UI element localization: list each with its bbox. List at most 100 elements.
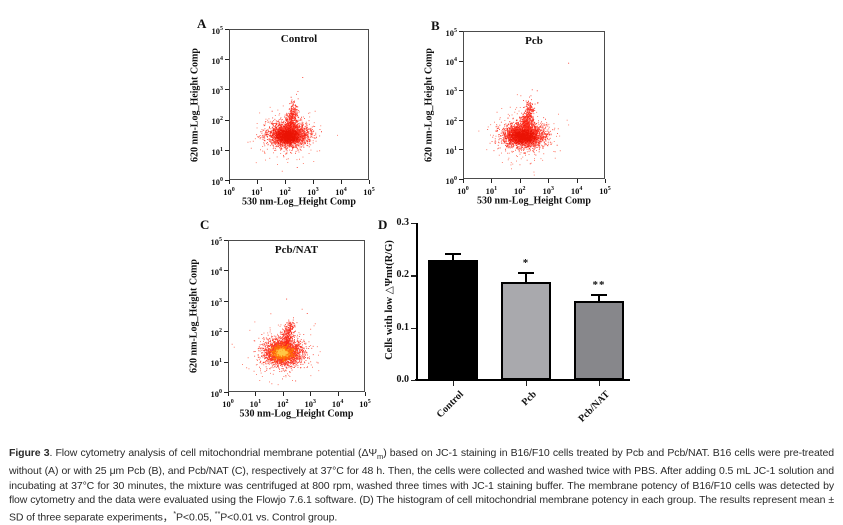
x-tick-label: 103 xyxy=(298,397,322,409)
bar-y-tick-label: 0.1 xyxy=(396,321,410,333)
caption-segment: * xyxy=(173,508,177,518)
y-axis-tick xyxy=(225,119,229,121)
error-bar-line xyxy=(525,271,527,283)
scatter-plot-frame xyxy=(228,240,365,392)
y-axis-tick xyxy=(459,149,463,151)
x-tick-label: 104 xyxy=(565,184,589,196)
x-axis-tick xyxy=(576,179,578,183)
y-axis-tick xyxy=(225,149,229,151)
log-tick-label: 104 xyxy=(445,57,458,68)
log-tick-label: 104 xyxy=(210,267,223,278)
log-tick-label: 105 xyxy=(211,25,224,36)
log-tick-label: 100 xyxy=(445,175,458,186)
log-tick-label: 105 xyxy=(210,236,223,247)
scatter-plot-frame xyxy=(463,31,605,179)
figure-caption: Figure 3. Flow cytometry analysis of cel… xyxy=(9,446,834,525)
y-tick-label: 104 xyxy=(436,56,458,68)
scatter-points xyxy=(478,62,570,176)
log-tick-label: 103 xyxy=(210,297,223,308)
log-tick-label: 100 xyxy=(457,185,469,196)
y-tick-label: 101 xyxy=(201,357,223,368)
bar-x-axis-line xyxy=(415,379,630,381)
log-tick-label: 105 xyxy=(445,27,458,38)
x-axis-tick xyxy=(313,180,314,184)
log-tick-label: 104 xyxy=(211,56,224,67)
log-tick-label: 100 xyxy=(223,186,235,197)
x-axis-tick xyxy=(228,392,229,396)
x-tick-label: 104 xyxy=(326,397,350,409)
scatter-points xyxy=(247,77,338,172)
x-axis-title: 530 nm-Log_Height Comp xyxy=(477,195,591,207)
log-tick-label: 104 xyxy=(331,398,344,409)
bar-y-axis-title: Cells with low △Ψmt(R/G) xyxy=(384,240,395,360)
category-label: Pcb/NAT xyxy=(576,389,612,425)
x-tick-label: 103 xyxy=(536,184,560,196)
y-tick-label: 104 xyxy=(201,265,223,278)
x-tick-label: 102 xyxy=(273,185,297,197)
x-axis-tick xyxy=(463,179,464,183)
y-axis-tick xyxy=(459,31,463,32)
error-bar-cap xyxy=(518,271,534,274)
x-axis-tick xyxy=(229,180,230,184)
y-tick-label: 105 xyxy=(201,235,223,247)
y-axis-title: 620 nm-Log_Height Comp xyxy=(423,48,435,162)
y-tick-label: 100 xyxy=(436,174,458,186)
bar-y-tick xyxy=(411,223,416,225)
panel-letter-d: D xyxy=(378,217,388,232)
y-axis-tick xyxy=(224,270,228,272)
log-tick-label: 102 xyxy=(279,186,291,197)
bar-x-tick xyxy=(453,381,455,386)
y-tick-label: 105 xyxy=(436,26,458,38)
x-axis-tick xyxy=(491,179,493,183)
caption-segment: P<0.01 vs. Control group. xyxy=(220,511,338,524)
y-tick-label: 102 xyxy=(201,326,223,338)
log-tick-label: 105 xyxy=(359,398,371,409)
x-axis-tick xyxy=(365,392,366,396)
y-tick-label: 102 xyxy=(202,115,224,126)
y-axis-tick xyxy=(459,119,463,121)
bar-y-axis-line xyxy=(416,223,418,381)
y-axis-tick xyxy=(459,90,463,92)
y-axis-tick xyxy=(224,331,228,333)
bar-y-tick xyxy=(411,275,416,277)
x-tick-label: 105 xyxy=(357,185,381,197)
bar-x-tick xyxy=(526,381,528,386)
y-tick-label: 104 xyxy=(202,54,224,67)
log-tick-label: 101 xyxy=(485,185,498,196)
caption-segment: P<0.05, xyxy=(176,511,215,524)
figure-panels: A Control 100 100 101 101 102 102 103 103 104 104 10… xyxy=(188,16,630,425)
log-tick-label: 101 xyxy=(249,398,262,409)
plot-title: Pcb/NAT xyxy=(274,244,319,256)
log-tick-label: 103 xyxy=(445,87,458,98)
x-axis-tick xyxy=(605,179,606,183)
y-axis-tick xyxy=(224,392,228,393)
x-tick-label: 100 xyxy=(451,184,475,196)
x-tick-label: 101 xyxy=(479,184,503,196)
x-tick-label: 105 xyxy=(593,184,617,196)
y-axis-tick xyxy=(224,240,228,241)
y-axis-title: 620 nm-Log_Height Comp xyxy=(188,259,200,373)
y-axis-title: 620 nm-Log_Height Comp xyxy=(189,47,201,162)
log-tick-label: 105 xyxy=(363,186,375,197)
error-bar-line xyxy=(598,294,600,301)
caption-segment: m xyxy=(377,452,384,462)
y-axis-tick xyxy=(459,179,463,180)
x-tick-label: 105 xyxy=(353,397,377,409)
caption-segment: ) based on JC-1 staining in B16/F10 cell… xyxy=(9,447,834,524)
error-bar-cap xyxy=(445,253,461,256)
panel-letter-b: B xyxy=(431,18,440,33)
log-tick-label: 104 xyxy=(570,185,583,196)
y-tick-label: 103 xyxy=(201,296,223,308)
caption-segment: . Flow cytometry analysis of cell mitoch… xyxy=(49,447,378,459)
x-tick-label: 102 xyxy=(271,397,295,409)
category-label: Control xyxy=(434,389,466,421)
plot-title: Control xyxy=(280,33,318,45)
x-tick-label: 100 xyxy=(216,397,240,409)
log-tick-label: 102 xyxy=(277,398,289,409)
x-axis-tick xyxy=(548,179,550,183)
x-axis-tick xyxy=(519,179,521,183)
bar-y-tick xyxy=(411,380,416,382)
bar-control xyxy=(428,259,478,380)
log-tick-label: 100 xyxy=(210,388,223,399)
